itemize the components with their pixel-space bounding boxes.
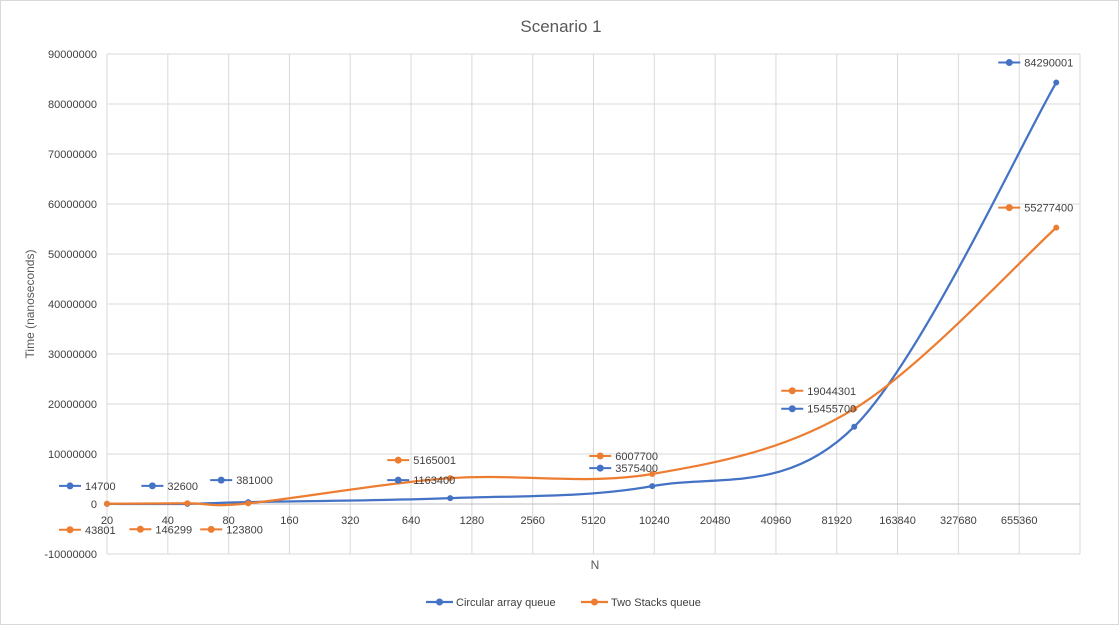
data-label-key-dot (394, 456, 402, 464)
legend-label-two-stacks: Two Stacks queue (611, 597, 701, 609)
data-label-key-dot (596, 452, 604, 460)
data-point (104, 500, 110, 507)
legend-item-two-stacks: Two Stacks queue (581, 597, 701, 609)
data-label: 43801 (85, 525, 116, 537)
data-point (649, 483, 656, 490)
data-label: 123800 (226, 524, 263, 536)
data-label: 5165001 (413, 455, 456, 467)
y-tick-label: 0 (91, 499, 97, 511)
data-point (184, 500, 191, 507)
data-label: 381000 (236, 475, 273, 487)
series-line-1 (106, 226, 1058, 507)
legend: Circular array queue Two Stacks queue (426, 597, 701, 609)
data-label-key-dot (394, 476, 402, 484)
data-point (1053, 224, 1060, 231)
data-label-key-dot (207, 525, 215, 533)
x-axis-title: N (591, 558, 600, 572)
y-tick-label: 20000000 (48, 399, 97, 411)
y-tick-label: 40000000 (48, 299, 97, 311)
data-point (245, 500, 252, 507)
y-tick-label: 60000000 (48, 199, 97, 211)
x-tick-label: 163840 (879, 515, 916, 527)
data-label-key-dot (1005, 59, 1013, 67)
data-label-key-dot (217, 476, 225, 484)
gridlines (106, 53, 1081, 555)
data-label: 84290001 (1024, 58, 1073, 70)
y-tick-label: 80000000 (48, 99, 97, 111)
x-tick-label: 40 (162, 515, 174, 527)
y-tick-label: 10000000 (48, 449, 97, 461)
x-tick-label: 320 (341, 515, 359, 527)
x-tick-label: 10240 (639, 515, 670, 527)
chart-title: Scenario 1 (520, 17, 601, 36)
y-tick-label: 50000000 (48, 249, 97, 261)
data-labels: 14700 32600 381000 1163400 3575400 15455700 84… (59, 58, 1073, 537)
data-point (447, 475, 454, 482)
data-label-key-dot (66, 526, 74, 534)
legend-label-circular: Circular array queue (456, 597, 556, 609)
data-label: 14700 (85, 481, 116, 493)
data-label: 6007700 (615, 451, 658, 463)
data-point (447, 495, 454, 502)
data-label: 32600 (167, 481, 198, 493)
data-label: 3575400 (615, 463, 658, 475)
data-label-key-dot (136, 525, 144, 533)
data-label-key-dot (788, 387, 796, 395)
x-tick-label: 80 (223, 515, 235, 527)
series-lines (104, 79, 1060, 507)
y-axis-title: Time (nanoseconds) (23, 250, 37, 359)
x-tick-label: 20480 (700, 515, 731, 527)
x-tick-label: 20 (101, 515, 113, 527)
data-point (851, 423, 858, 430)
x-tick-label: 1280 (460, 515, 484, 527)
x-tick-label: 40960 (761, 515, 792, 527)
legend-item-circular: Circular array queue (426, 597, 556, 609)
y-tick-label: 70000000 (48, 149, 97, 161)
x-tick-label: 640 (402, 515, 420, 527)
x-tick-label: 327680 (940, 515, 977, 527)
data-point (649, 470, 656, 477)
series-line-0 (106, 81, 1058, 506)
x-tick-label: 655360 (1001, 515, 1038, 527)
data-label: 55277400 (1024, 203, 1073, 215)
data-label: 1163400 (413, 475, 455, 487)
data-point (851, 405, 858, 412)
y-tick-label: -10000000 (44, 549, 97, 561)
x-tick-label: 5120 (581, 515, 605, 527)
x-tick-label: 160 (280, 515, 298, 527)
y-tick-label: 30000000 (48, 349, 97, 361)
data-label-key-dot (148, 482, 156, 490)
data-label-key-dot (1005, 204, 1013, 212)
data-label-key-dot (66, 482, 74, 490)
x-tick-label: 2560 (520, 515, 544, 527)
y-tick-label: 90000000 (48, 49, 97, 61)
data-label-key-dot (596, 464, 604, 472)
data-label: 146299 (155, 524, 192, 536)
data-label-key-dot (788, 405, 796, 413)
data-point (1053, 79, 1060, 86)
axes: -10000000 0 10000000 20000000 30000000 400000… (44, 49, 1080, 561)
data-label: 19044301 (807, 386, 856, 398)
x-tick-label: 81920 (821, 515, 852, 527)
data-label: 15455700 (807, 404, 856, 416)
